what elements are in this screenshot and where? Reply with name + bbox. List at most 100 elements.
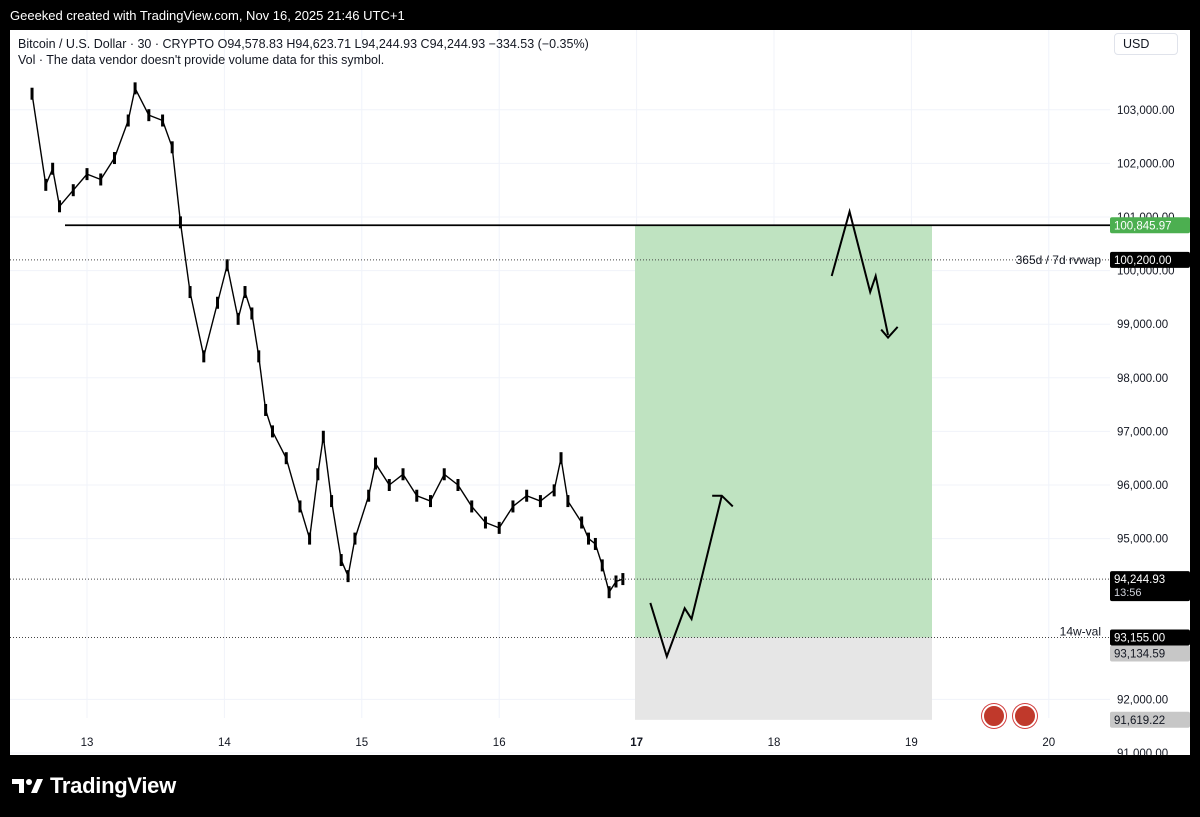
candle-body[interactable] bbox=[614, 575, 618, 588]
candle-body[interactable] bbox=[330, 495, 334, 508]
candle-wick[interactable] bbox=[134, 88, 150, 116]
candle-wick[interactable] bbox=[317, 436, 325, 475]
candle-body[interactable] bbox=[401, 468, 405, 481]
candle-body[interactable] bbox=[99, 173, 103, 186]
candle-body[interactable] bbox=[607, 586, 611, 599]
candle-body[interactable] bbox=[559, 452, 563, 465]
candle-body[interactable] bbox=[470, 500, 474, 513]
candle-wick[interactable] bbox=[567, 500, 583, 523]
candle-wick[interactable] bbox=[31, 93, 47, 185]
candle-wick[interactable] bbox=[299, 506, 311, 539]
projection-path-down[interactable] bbox=[830, 207, 890, 336]
candle-body[interactable] bbox=[580, 516, 584, 529]
candle-body[interactable] bbox=[593, 537, 597, 550]
candle-body[interactable] bbox=[225, 259, 229, 272]
candle-body[interactable] bbox=[442, 468, 446, 481]
candle-body[interactable] bbox=[71, 184, 75, 197]
candle-body[interactable] bbox=[387, 479, 391, 491]
target-zone[interactable] bbox=[635, 225, 932, 638]
candle-wick[interactable] bbox=[457, 484, 473, 507]
candle-wick[interactable] bbox=[308, 474, 319, 539]
candle-body[interactable] bbox=[30, 87, 34, 100]
price-chart[interactable]: 365d / 7d rvwap 14w-val 103,000.00 102,000.… bbox=[10, 30, 1190, 755]
candle-wick[interactable] bbox=[226, 265, 239, 319]
candle-wick[interactable] bbox=[526, 495, 541, 502]
candle-wick[interactable] bbox=[100, 157, 116, 180]
candle-wick[interactable] bbox=[51, 168, 61, 207]
candle-body[interactable] bbox=[236, 312, 240, 325]
candle-body[interactable] bbox=[202, 350, 206, 363]
candle-wick[interactable] bbox=[72, 173, 88, 191]
candle-body[interactable] bbox=[587, 532, 591, 545]
candle-wick[interactable] bbox=[86, 173, 101, 181]
candle-wick[interactable] bbox=[429, 473, 445, 502]
candle-body[interactable] bbox=[133, 82, 137, 95]
us-flag-event-icon[interactable] bbox=[1013, 704, 1037, 728]
candle-body[interactable] bbox=[264, 403, 268, 416]
candle-wick[interactable] bbox=[161, 120, 173, 148]
candle-wick[interactable] bbox=[354, 495, 370, 539]
candle-body[interactable] bbox=[216, 296, 220, 309]
candle-wick[interactable] bbox=[539, 489, 555, 502]
candle-wick[interactable] bbox=[189, 291, 205, 357]
candle-wick[interactable] bbox=[258, 356, 267, 411]
symbol-legend[interactable]: Bitcoin / U.S. Dollar · 30 · CRYPTO O94,… bbox=[18, 37, 589, 51]
candle-wick[interactable] bbox=[443, 473, 459, 486]
candle-body[interactable] bbox=[308, 532, 312, 545]
candle-wick[interactable] bbox=[512, 495, 528, 507]
candle-wick[interactable] bbox=[322, 436, 333, 502]
candle-body[interactable] bbox=[270, 425, 274, 438]
candle-body[interactable] bbox=[170, 141, 174, 154]
candle-body[interactable] bbox=[112, 152, 116, 165]
candle-body[interactable] bbox=[538, 495, 542, 508]
candle-body[interactable] bbox=[284, 452, 288, 465]
candle-body[interactable] bbox=[353, 532, 357, 545]
candle-body[interactable] bbox=[429, 495, 432, 508]
candle-body[interactable] bbox=[483, 516, 487, 529]
candle-body[interactable] bbox=[250, 307, 254, 320]
candle-body[interactable] bbox=[552, 484, 556, 497]
candle-wick[interactable] bbox=[203, 302, 219, 357]
stop-zone[interactable] bbox=[635, 637, 932, 720]
candle-wick[interactable] bbox=[113, 120, 129, 159]
candle-wick[interactable] bbox=[171, 147, 182, 223]
candle-body[interactable] bbox=[511, 500, 515, 513]
candle-wick[interactable] bbox=[471, 505, 486, 523]
candle-wick[interactable] bbox=[179, 222, 191, 293]
candle-body[interactable] bbox=[456, 479, 460, 491]
candle-body[interactable] bbox=[316, 468, 320, 481]
candle-wick[interactable] bbox=[416, 495, 431, 502]
candle-wick[interactable] bbox=[402, 473, 418, 497]
projection-path-up[interactable] bbox=[649, 495, 723, 660]
candle-wick[interactable] bbox=[148, 114, 163, 122]
candle-wick[interactable] bbox=[374, 463, 390, 486]
candle-wick[interactable] bbox=[58, 189, 74, 207]
candle-body[interactable] bbox=[58, 200, 62, 213]
currency-button[interactable]: USD bbox=[1114, 33, 1178, 55]
chart-frame[interactable]: 365d / 7d rvwap 14w-val 103,000.00 102,000.… bbox=[10, 30, 1190, 755]
us-flag-event-icon[interactable] bbox=[982, 704, 1006, 728]
candle-body[interactable] bbox=[147, 109, 151, 122]
candle-wick[interactable] bbox=[560, 458, 569, 502]
candle-wick[interactable] bbox=[330, 500, 342, 561]
candle-wick[interactable] bbox=[347, 538, 356, 577]
candle-body[interactable] bbox=[257, 350, 261, 363]
candle-body[interactable] bbox=[298, 500, 302, 513]
candle-body[interactable] bbox=[126, 114, 130, 127]
candle-wick[interactable] bbox=[498, 506, 514, 529]
candle-body[interactable] bbox=[600, 559, 604, 572]
candle-wick[interactable] bbox=[216, 265, 228, 303]
candle-body[interactable] bbox=[161, 114, 165, 127]
candle-body[interactable] bbox=[178, 216, 182, 229]
candle-body[interactable] bbox=[566, 495, 570, 508]
candle-body[interactable] bbox=[339, 554, 343, 567]
candle-body[interactable] bbox=[367, 489, 371, 502]
candle-body[interactable] bbox=[44, 178, 48, 191]
candle-body[interactable] bbox=[415, 489, 419, 502]
candle-body[interactable] bbox=[243, 286, 247, 299]
candle-body[interactable] bbox=[525, 489, 529, 502]
candle-body[interactable] bbox=[374, 457, 378, 470]
candle-wick[interactable] bbox=[485, 521, 500, 529]
candle-body[interactable] bbox=[497, 521, 501, 534]
candle-wick[interactable] bbox=[285, 458, 301, 507]
